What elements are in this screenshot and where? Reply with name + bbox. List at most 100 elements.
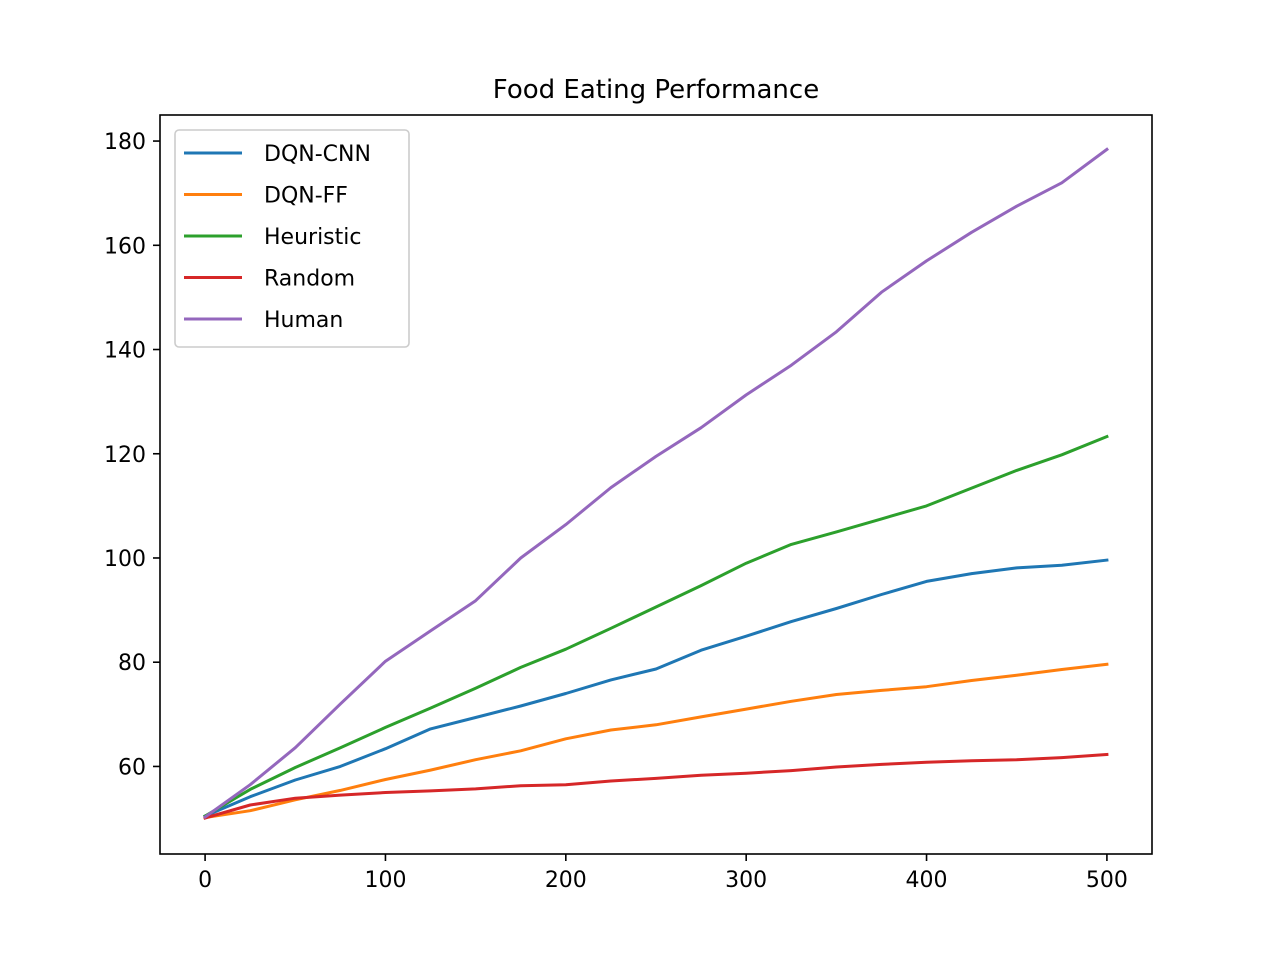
data-point: [745, 562, 748, 565]
axes-layer: 0 100 200 300 400 500 60 80 100 120 140 160 180: [104, 130, 1128, 893]
data-point: [564, 783, 567, 786]
data-point: [835, 330, 838, 333]
data-point: [745, 393, 748, 397]
x-tick-label: 0: [198, 868, 212, 893]
x-tick-label: 100: [364, 868, 406, 893]
data-point: [339, 789, 342, 792]
y-tick-label: 80: [118, 651, 146, 676]
data-point: [790, 620, 793, 623]
data-point: [880, 689, 883, 692]
data-point: [1015, 758, 1018, 761]
data-point: [1105, 435, 1109, 438]
plot-area-frame: [159, 114, 1153, 855]
data-point: [835, 693, 838, 696]
data-point: [249, 795, 252, 798]
data-point: [609, 728, 613, 732]
data-point: [880, 593, 883, 596]
legend-label: Human: [264, 308, 343, 333]
y-tick-label: 60: [118, 755, 146, 780]
data-point: [1015, 674, 1018, 677]
data-point: [564, 648, 567, 651]
data-point: [203, 815, 207, 819]
data-point: [745, 707, 748, 711]
x-tick-label: 200: [545, 868, 587, 893]
data-point: [790, 364, 793, 367]
data-point: [654, 605, 658, 609]
data-point: [519, 704, 522, 708]
data-point: [699, 584, 703, 587]
data-point: [474, 687, 477, 690]
data-point: [564, 737, 567, 740]
data-point: [970, 572, 973, 575]
chart-title: Food Eating Performance: [493, 75, 819, 105]
data-point: [835, 530, 838, 534]
data-point: [654, 455, 658, 458]
data-point: [384, 660, 387, 663]
data-point: [745, 772, 748, 775]
data-point: [564, 692, 567, 695]
data-point: [474, 758, 477, 761]
legend-label: Heuristic: [264, 225, 361, 250]
data-point: [384, 791, 387, 794]
legend: DQN-CNN DQN-FF Heuristic Random Human: [174, 129, 410, 348]
data-point: [1015, 469, 1018, 472]
data-point: [384, 747, 387, 750]
data-point: [925, 685, 928, 688]
data-point: [1060, 453, 1064, 456]
data-point: [654, 667, 658, 671]
data-point: [249, 788, 252, 791]
data-point: [699, 774, 703, 777]
data-point: [609, 627, 613, 630]
data-point: [1105, 148, 1109, 151]
data-point: [249, 809, 252, 812]
x-tick-label: 300: [725, 868, 767, 893]
legend-label: DQN-CNN: [264, 142, 371, 167]
data-point: [249, 783, 252, 786]
data-point: [249, 803, 252, 807]
data-point: [1015, 205, 1018, 208]
data-point: [519, 556, 522, 560]
data-point: [384, 778, 387, 781]
data-point: [519, 666, 522, 669]
data-point: [925, 504, 928, 508]
data-point: [1015, 566, 1018, 570]
data-point: [609, 779, 613, 783]
data-point: [429, 727, 432, 731]
data-point: [429, 789, 432, 793]
data-point: [970, 486, 973, 490]
data-point: [1060, 564, 1064, 567]
legend-label: DQN-FF: [264, 184, 348, 209]
data-point: [294, 778, 297, 782]
data-point: [654, 723, 658, 726]
data-point: [1105, 753, 1109, 756]
data-point: [790, 769, 793, 772]
data-point: [1060, 181, 1064, 184]
data-point: [835, 765, 838, 769]
data-point: [745, 635, 748, 638]
data-point: [835, 607, 838, 610]
data-point: [564, 523, 567, 526]
data-point: [429, 629, 432, 633]
legend-box: [174, 129, 410, 348]
x-tick-label: 500: [1086, 868, 1128, 893]
data-point: [970, 231, 973, 234]
data-point: [294, 797, 297, 800]
data-point: [339, 765, 342, 768]
y-tick-label: 100: [104, 547, 146, 572]
data-point: [519, 749, 522, 752]
data-point: [384, 726, 387, 729]
y-tick-label: 140: [104, 339, 146, 364]
data-point: [609, 678, 613, 682]
x-tick-label: 400: [906, 868, 948, 893]
data-point: [474, 787, 477, 791]
data-point: [970, 759, 973, 762]
data-point: [519, 784, 522, 787]
data-point: [699, 649, 703, 652]
data-point: [429, 706, 432, 710]
data-point: [339, 793, 342, 797]
legend-label: Random: [264, 267, 355, 292]
data-point: [339, 702, 342, 706]
data-point: [654, 777, 658, 780]
data-point: [790, 700, 793, 703]
y-tick-label: 120: [104, 443, 146, 468]
